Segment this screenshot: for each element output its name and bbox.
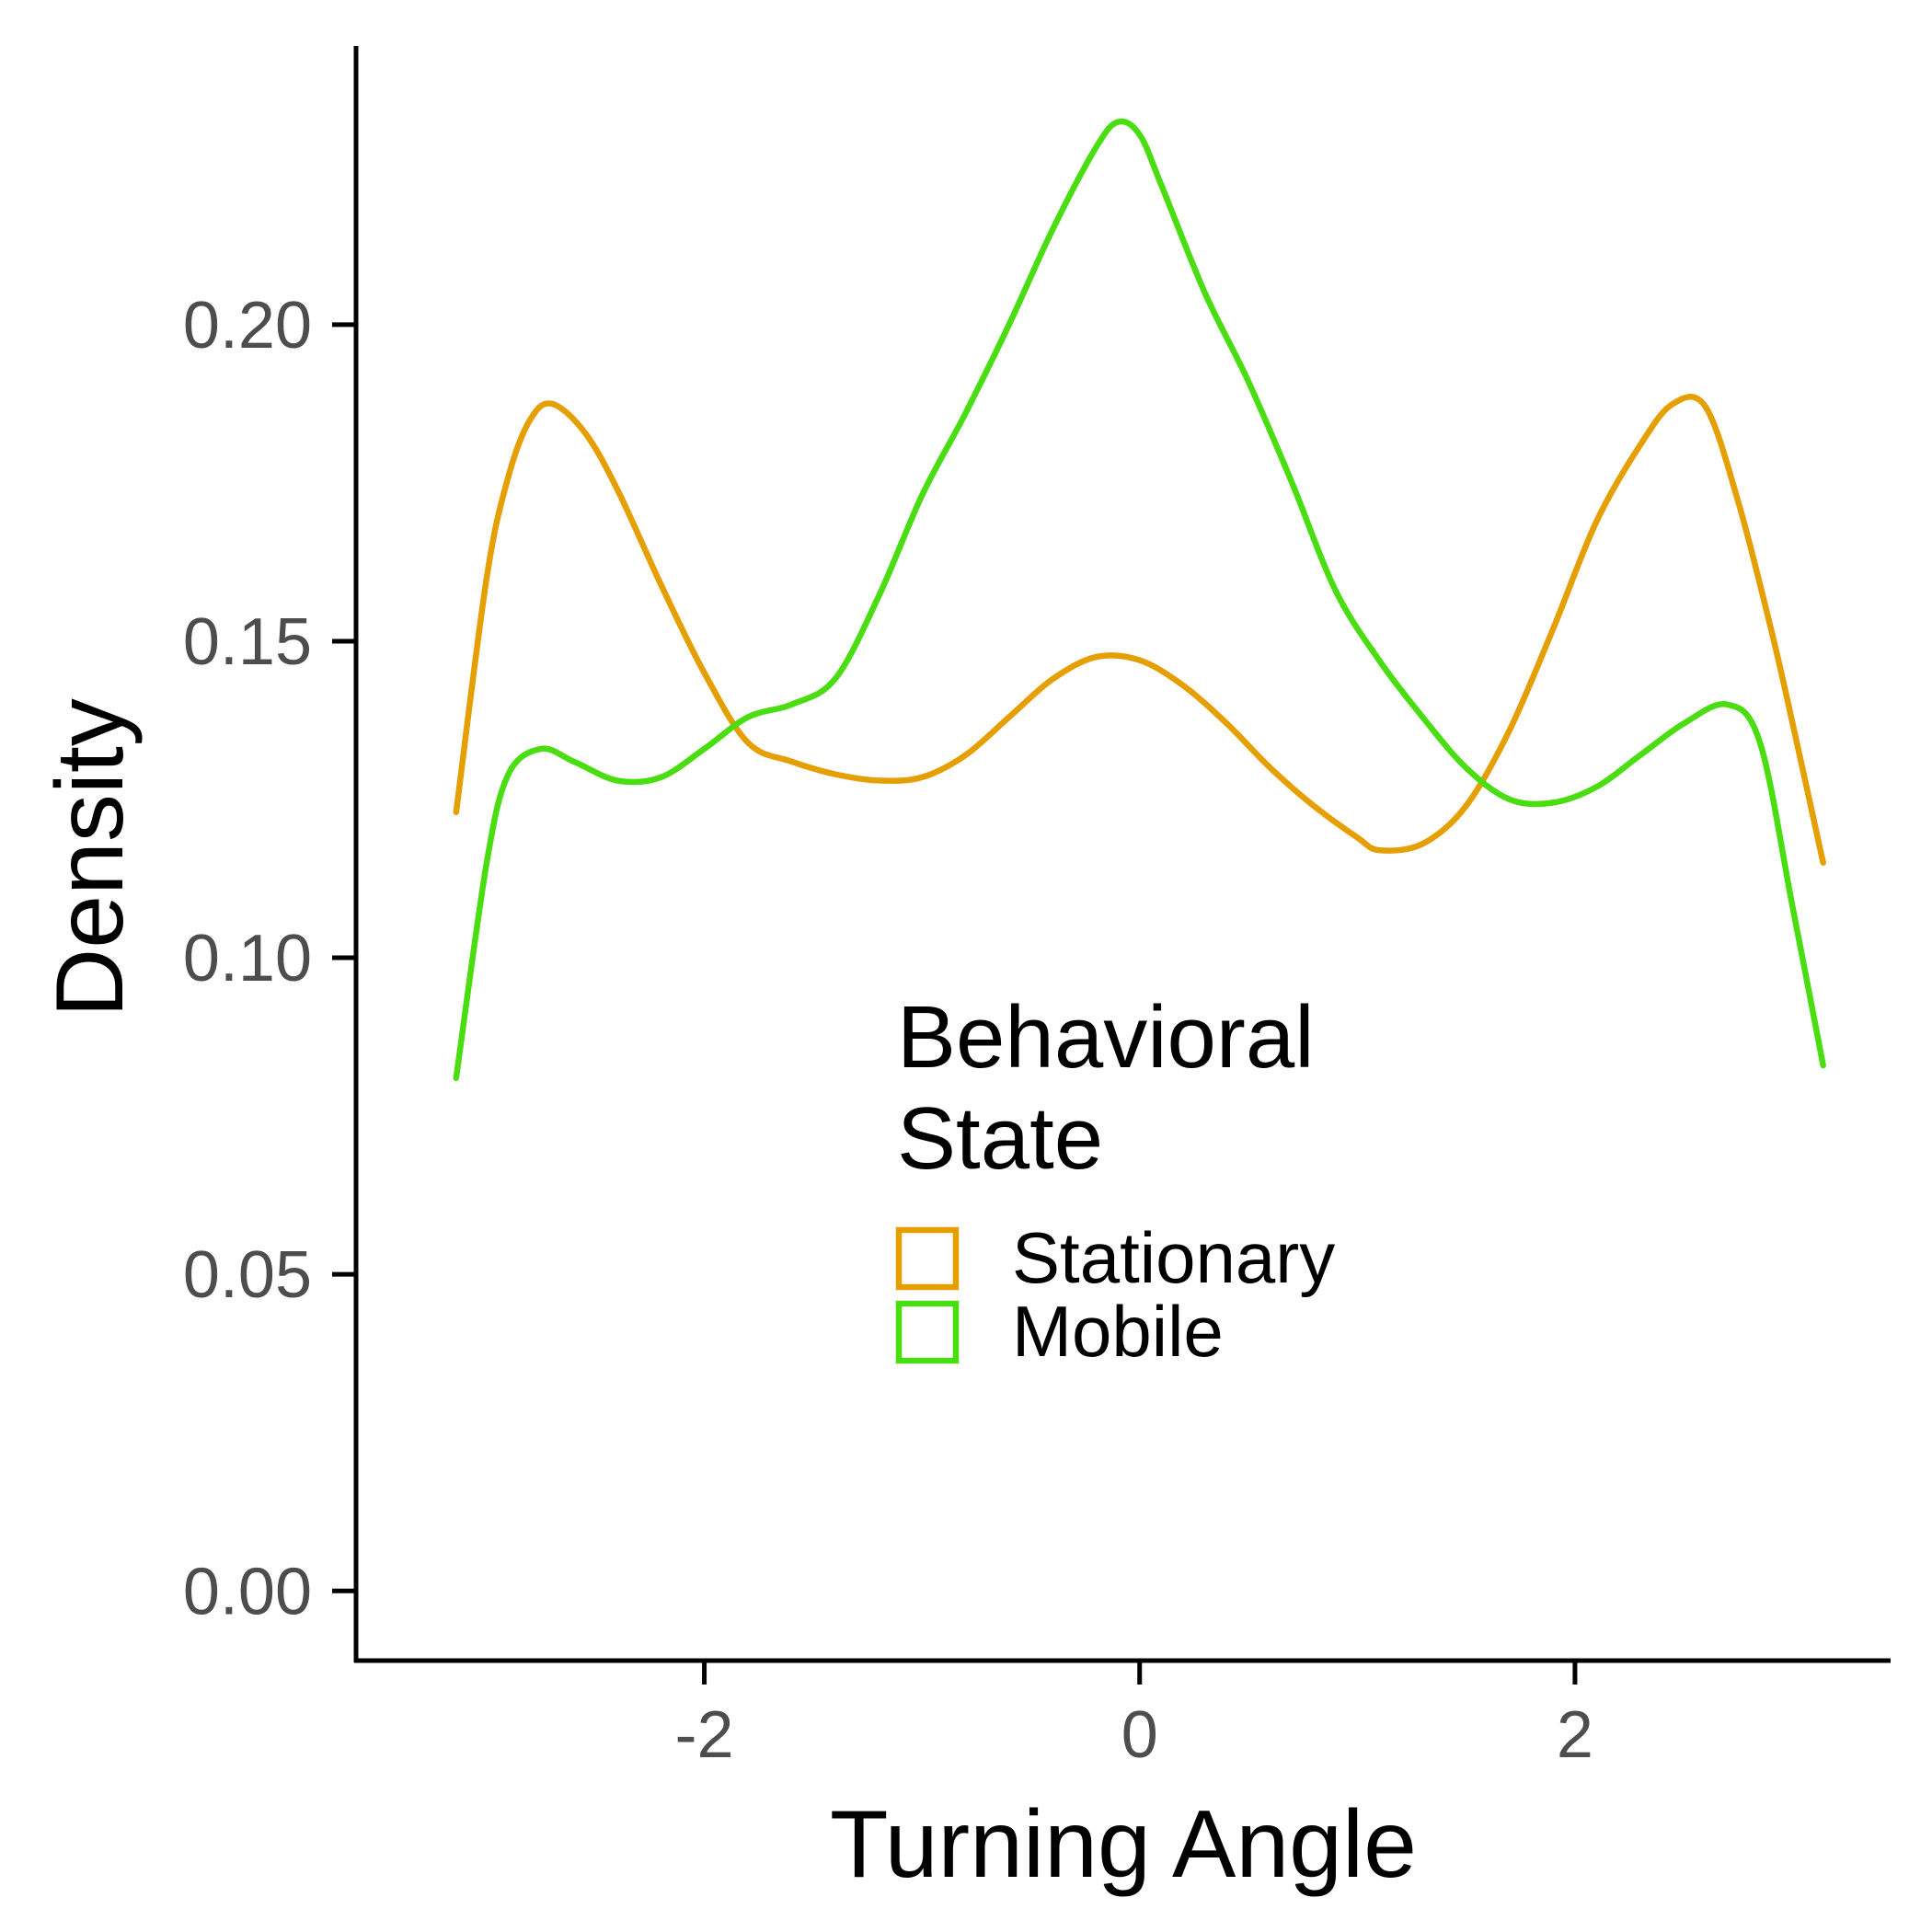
x-tick-label: 0 <box>1121 1698 1158 1772</box>
legend-label-stationary: Stationary <box>1012 1217 1335 1298</box>
y-axis-title: Density <box>37 698 144 1018</box>
y-tick-label: 0.15 <box>183 605 312 679</box>
density-lines <box>453 118 1826 1082</box>
legend-title-line-2: State <box>897 1089 1103 1188</box>
legend-key-stationary <box>895 1226 960 1291</box>
x-axis-ticks: -2 0 2 <box>675 1661 1593 1772</box>
x-tick-label: 2 <box>1557 1698 1593 1772</box>
x-tick-label: -2 <box>675 1698 734 1772</box>
series-line-stationary <box>453 394 1826 867</box>
series-line-mobile <box>453 118 1826 1082</box>
legend-key-mobile <box>895 1300 960 1364</box>
legend-label-mobile: Mobile <box>1012 1291 1224 1372</box>
x-axis-title: Turning Angle <box>830 1791 1417 1898</box>
y-tick-label: 0.00 <box>183 1555 312 1628</box>
y-axis-ticks: 0.00 0.05 0.10 0.15 0.20 <box>183 289 356 1628</box>
y-tick-label: 0.05 <box>183 1238 312 1312</box>
y-tick-label: 0.10 <box>183 922 312 995</box>
y-tick-label: 0.20 <box>183 289 312 362</box>
legend-title-line-1: Behavioral <box>897 988 1315 1087</box>
